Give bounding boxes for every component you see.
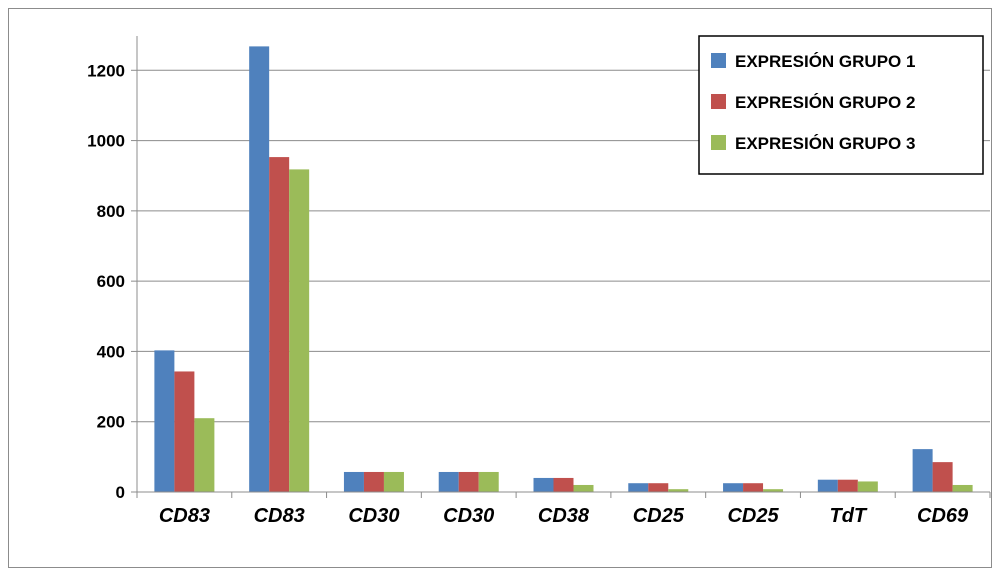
legend-label: EXPRESIÓN GRUPO 1 bbox=[735, 52, 915, 71]
bar bbox=[932, 462, 953, 492]
y-tick-label: 0 bbox=[116, 483, 125, 502]
bar bbox=[289, 169, 310, 493]
legend-label: EXPRESIÓN GRUPO 2 bbox=[735, 93, 915, 112]
bar bbox=[269, 157, 290, 493]
legend-swatch bbox=[711, 53, 726, 68]
x-tick-label: CD83 bbox=[159, 505, 210, 527]
y-tick-label: 1000 bbox=[87, 132, 125, 151]
legend-label: EXPRESIÓN GRUPO 3 bbox=[735, 134, 915, 153]
bar bbox=[857, 481, 878, 492]
bar bbox=[458, 471, 479, 492]
axes bbox=[131, 36, 991, 498]
bar bbox=[194, 418, 215, 492]
bar bbox=[668, 489, 689, 492]
bar bbox=[363, 471, 384, 492]
y-tick-label: 1200 bbox=[87, 61, 125, 80]
bar bbox=[553, 477, 574, 492]
bar bbox=[249, 46, 270, 492]
x-tick-label: CD69 bbox=[917, 505, 969, 527]
bar bbox=[573, 484, 594, 492]
y-tick-label: 800 bbox=[97, 202, 125, 221]
bar bbox=[837, 479, 858, 492]
x-tick-label: CD25 bbox=[633, 505, 685, 527]
chart-frame bbox=[8, 8, 992, 568]
bar bbox=[174, 371, 195, 492]
y-axis-ticks: 0 200 400 600 800 1000 1200 bbox=[87, 61, 125, 502]
bar bbox=[648, 483, 669, 492]
bar bbox=[817, 479, 838, 492]
bar bbox=[628, 483, 649, 492]
bar bbox=[743, 483, 764, 492]
bar bbox=[383, 471, 404, 492]
legend-swatch bbox=[711, 94, 726, 109]
bar bbox=[478, 471, 499, 492]
y-tick-label: 600 bbox=[97, 272, 125, 291]
x-axis-ticks: CD83 CD83 CD30 CD30 CD38 CD25 CD25 TdT CD69 bbox=[159, 505, 969, 527]
x-tick-label: CD30 bbox=[348, 505, 399, 527]
bar bbox=[763, 489, 784, 492]
legend: EXPRESIÓN GRUPO 1 EXPRESIÓN GRUPO 2 EXPRES… bbox=[698, 35, 984, 175]
bar bbox=[343, 471, 364, 492]
y-tick-label: 400 bbox=[97, 342, 125, 361]
x-tick-label: CD38 bbox=[538, 505, 590, 527]
x-tick-label: CD83 bbox=[254, 505, 305, 527]
legend-swatch bbox=[711, 135, 726, 150]
bar bbox=[723, 483, 744, 492]
bar bbox=[912, 449, 933, 492]
bars bbox=[154, 46, 973, 493]
y-tick-label: 200 bbox=[97, 413, 125, 432]
x-tick-label: TdT bbox=[830, 505, 868, 527]
x-tick-label: CD30 bbox=[443, 505, 494, 527]
bar bbox=[533, 477, 554, 492]
bar bbox=[952, 484, 973, 492]
x-tick-label: CD25 bbox=[727, 505, 779, 527]
bar bbox=[438, 471, 459, 492]
bar bbox=[154, 350, 175, 492]
legend-box bbox=[698, 35, 984, 175]
